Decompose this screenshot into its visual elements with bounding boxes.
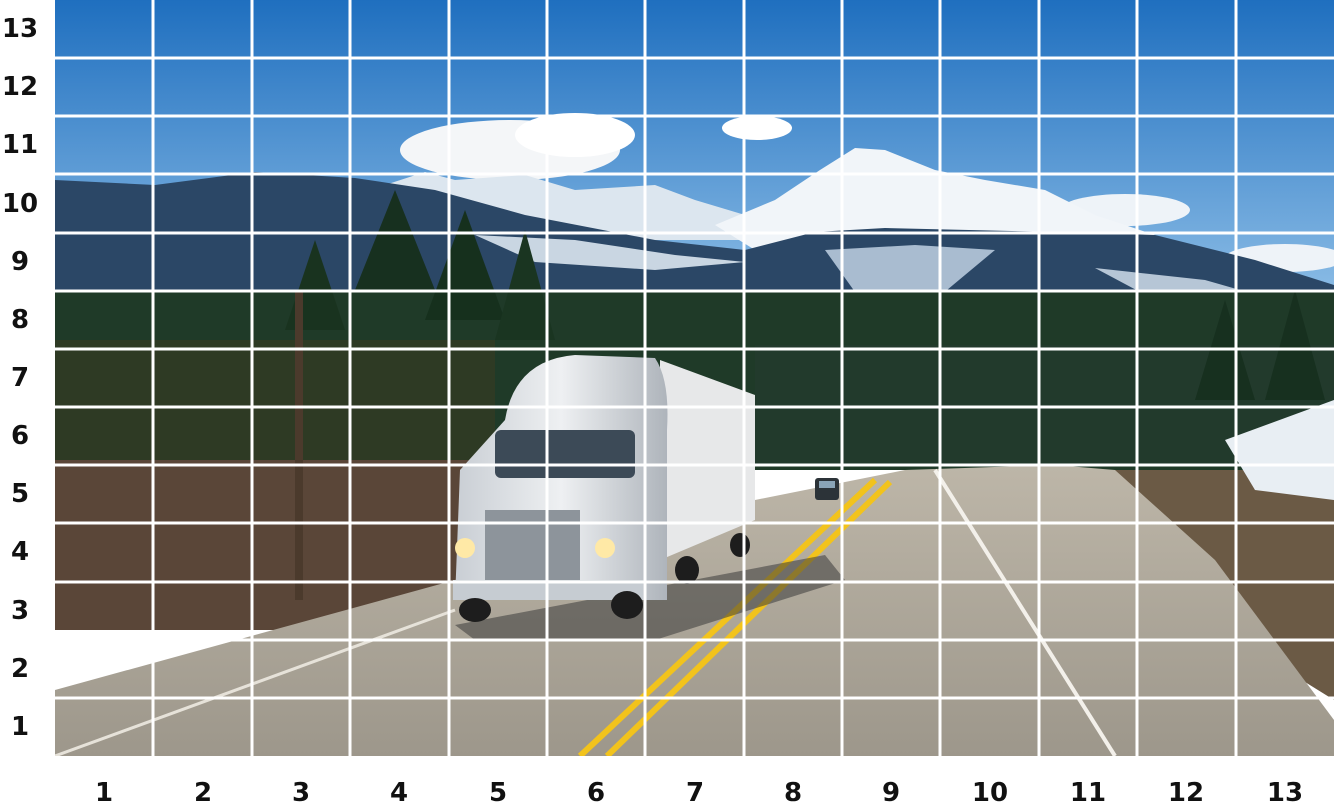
distant-car-window [819, 481, 835, 488]
highway-photo [55, 0, 1334, 756]
row-label: 1 [10, 712, 30, 742]
truck-trailer [660, 360, 755, 560]
truck-grille [485, 510, 580, 580]
road-edge-line [933, 468, 1117, 756]
truck-wheel [459, 598, 491, 622]
tree [495, 230, 555, 340]
column-label: 13 [1266, 778, 1304, 808]
row-label: 13 [1, 14, 39, 44]
column-label: 11 [1069, 778, 1107, 808]
row-label: 8 [10, 305, 30, 335]
column-label: 1 [94, 778, 114, 808]
truck-wheel [611, 591, 643, 619]
row-label: 7 [10, 363, 30, 393]
row-label: 10 [1, 189, 39, 219]
cloud [722, 116, 792, 140]
utility-pole [295, 290, 303, 600]
column-label: 8 [783, 778, 803, 808]
column-label: 3 [291, 778, 311, 808]
column-label: 5 [488, 778, 508, 808]
truck-wheel [675, 556, 699, 584]
roadside-brush [955, 470, 1334, 700]
row-label: 12 [1, 72, 39, 102]
column-label: 2 [193, 778, 213, 808]
column-label: 6 [586, 778, 606, 808]
row-label: 6 [10, 421, 30, 451]
truck-windshield [495, 430, 635, 478]
column-label: 4 [389, 778, 409, 808]
road-edge-line [55, 608, 456, 756]
column-label: 10 [971, 778, 1009, 808]
column-label: 7 [685, 778, 705, 808]
snow-bank [1225, 400, 1334, 500]
forest [55, 340, 495, 480]
truck-wheel [730, 533, 750, 557]
tree [425, 210, 505, 320]
row-label: 4 [10, 537, 30, 567]
row-label: 9 [10, 247, 30, 277]
cloud [515, 113, 635, 157]
tree [1265, 290, 1325, 400]
tree [355, 190, 435, 290]
truck-headlight [455, 538, 475, 558]
center-line [577, 477, 878, 756]
row-label: 3 [10, 596, 30, 626]
row-label: 2 [10, 654, 30, 684]
row-label: 5 [10, 479, 30, 509]
snow-patches [475, 235, 745, 270]
photo-frame [55, 0, 1334, 756]
truck-headlight [595, 538, 615, 558]
column-label: 12 [1167, 778, 1205, 808]
column-label: 9 [881, 778, 901, 808]
row-label: 11 [1, 130, 39, 160]
